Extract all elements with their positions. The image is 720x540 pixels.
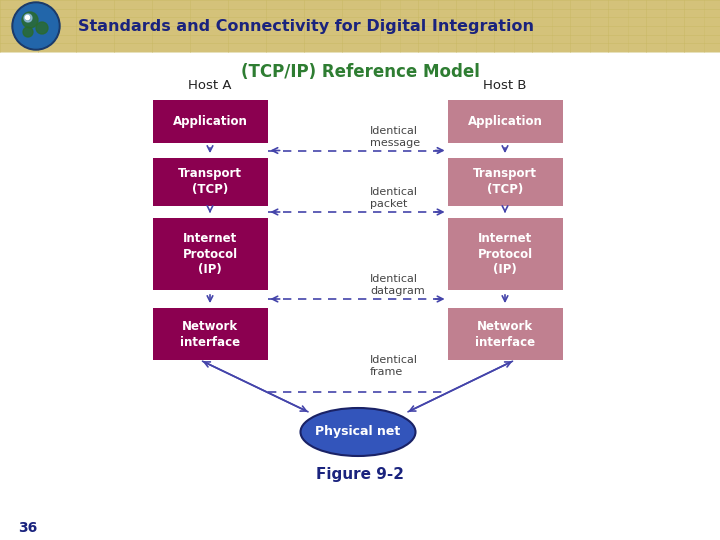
Text: Network
interface: Network interface [475,320,535,348]
Text: Identical
datagram: Identical datagram [370,274,425,296]
Text: Identical
frame: Identical frame [370,355,418,377]
Circle shape [24,14,32,22]
Text: Physical net: Physical net [315,426,400,438]
Text: Standards and Connectivity for Digital Integration: Standards and Connectivity for Digital I… [78,19,534,35]
Ellipse shape [300,408,415,456]
Circle shape [12,2,60,50]
Circle shape [22,12,38,28]
Text: Internet
Protocol
(IP): Internet Protocol (IP) [182,232,238,276]
Bar [448,158,562,206]
Text: Host B: Host B [483,79,527,92]
Text: Host A: Host A [188,79,232,92]
Text: Identical
packet: Identical packet [370,187,418,209]
Text: Application: Application [467,115,542,128]
Bar [448,100,562,143]
Bar [448,308,562,360]
Text: (TCP/IP) Reference Model: (TCP/IP) Reference Model [240,63,480,81]
Bar [153,218,268,290]
Circle shape [36,22,48,34]
Text: Internet
Protocol
(IP): Internet Protocol (IP) [477,232,533,276]
Bar [153,158,268,206]
Text: Application: Application [173,115,248,128]
Bar [448,218,562,290]
Bar [153,308,268,360]
Text: 36: 36 [18,521,37,535]
Text: Transport
(TCP): Transport (TCP) [473,167,537,197]
Circle shape [23,27,33,37]
Text: Identical
message: Identical message [370,126,420,147]
Bar [153,100,268,143]
Text: Transport
(TCP): Transport (TCP) [178,167,242,197]
Circle shape [14,4,58,48]
Bar [0,0,720,52]
Text: Figure 9-2: Figure 9-2 [316,468,404,483]
Text: Network
interface: Network interface [180,320,240,348]
